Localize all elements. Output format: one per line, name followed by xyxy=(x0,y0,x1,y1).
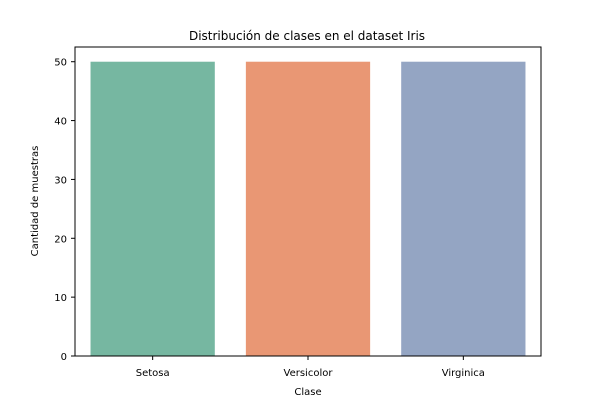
y-tick-label: 20 xyxy=(54,234,67,245)
x-axis-label: Clase xyxy=(294,387,321,398)
y-tick-label: 50 xyxy=(54,58,67,69)
bar-setosa xyxy=(90,61,215,356)
y-tick-label: 10 xyxy=(54,293,67,304)
y-tick-label: 30 xyxy=(54,175,67,186)
bars-group xyxy=(90,61,526,356)
bar-versicolor xyxy=(245,61,371,356)
y-tick-label: 40 xyxy=(54,117,67,128)
bar-virginica xyxy=(401,61,526,356)
x-axis: Setosa Versicolor Virginica xyxy=(136,356,485,379)
y-tick-label: 0 xyxy=(61,352,67,363)
x-tick-label: Virginica xyxy=(442,368,485,379)
x-tick-label: Setosa xyxy=(136,368,170,379)
y-axis-label: Cantidad de muestras xyxy=(30,146,41,257)
chart-title: Distribución de clases en el dataset Iri… xyxy=(189,29,425,43)
plot-frame xyxy=(74,46,542,357)
y-axis: 0 10 20 30 40 50 xyxy=(54,58,75,363)
x-tick-label: Versicolor xyxy=(284,368,334,379)
